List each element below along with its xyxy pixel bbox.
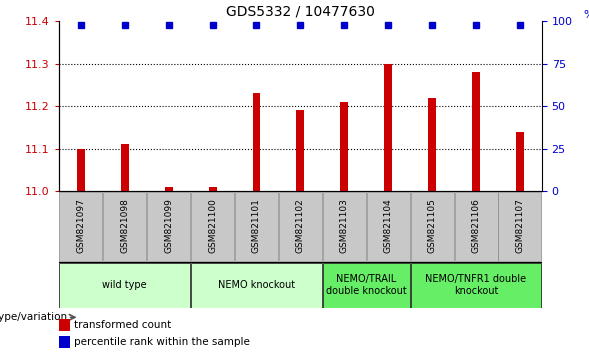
Bar <box>296 110 305 191</box>
FancyBboxPatch shape <box>191 192 234 261</box>
Text: GSM821104: GSM821104 <box>383 198 393 252</box>
Text: GSM821100: GSM821100 <box>208 198 217 253</box>
Text: genotype/variation: genotype/variation <box>0 312 68 322</box>
Bar <box>59 336 70 348</box>
FancyBboxPatch shape <box>235 192 278 261</box>
Text: wild type: wild type <box>102 280 147 290</box>
Text: GSM821106: GSM821106 <box>472 198 481 253</box>
FancyBboxPatch shape <box>59 263 190 308</box>
Text: %: % <box>584 11 589 21</box>
Text: NEMO knockout: NEMO knockout <box>218 280 295 290</box>
Text: GSM821103: GSM821103 <box>340 198 349 253</box>
FancyBboxPatch shape <box>411 192 454 261</box>
Bar <box>253 93 260 191</box>
FancyBboxPatch shape <box>367 192 410 261</box>
Text: percentile rank within the sample: percentile rank within the sample <box>74 337 250 347</box>
FancyBboxPatch shape <box>411 263 541 308</box>
Bar <box>340 102 348 191</box>
FancyBboxPatch shape <box>323 263 410 308</box>
Text: GSM821101: GSM821101 <box>252 198 261 253</box>
Text: GSM821107: GSM821107 <box>515 198 524 253</box>
Bar <box>121 144 129 191</box>
Bar <box>428 98 436 191</box>
FancyBboxPatch shape <box>103 192 146 261</box>
Bar <box>516 132 524 191</box>
Bar <box>472 72 480 191</box>
Text: NEMO/TNFR1 double
knockout: NEMO/TNFR1 double knockout <box>425 274 527 296</box>
Bar <box>77 149 85 191</box>
Text: GSM821098: GSM821098 <box>120 198 129 253</box>
Text: transformed count: transformed count <box>74 320 171 330</box>
FancyBboxPatch shape <box>147 192 190 261</box>
Bar <box>59 319 70 331</box>
FancyBboxPatch shape <box>191 263 322 308</box>
Bar <box>165 187 173 191</box>
FancyBboxPatch shape <box>455 192 498 261</box>
Title: GDS5332 / 10477630: GDS5332 / 10477630 <box>226 5 375 19</box>
FancyBboxPatch shape <box>59 192 102 261</box>
Text: GSM821102: GSM821102 <box>296 198 305 252</box>
Text: GSM821099: GSM821099 <box>164 198 173 253</box>
FancyBboxPatch shape <box>498 192 541 261</box>
Text: GSM821105: GSM821105 <box>428 198 436 253</box>
Text: GSM821097: GSM821097 <box>77 198 85 253</box>
Text: NEMO/TRAIL
double knockout: NEMO/TRAIL double knockout <box>326 274 406 296</box>
FancyBboxPatch shape <box>279 192 322 261</box>
Bar <box>209 187 217 191</box>
FancyBboxPatch shape <box>323 192 366 261</box>
Bar <box>384 64 392 191</box>
